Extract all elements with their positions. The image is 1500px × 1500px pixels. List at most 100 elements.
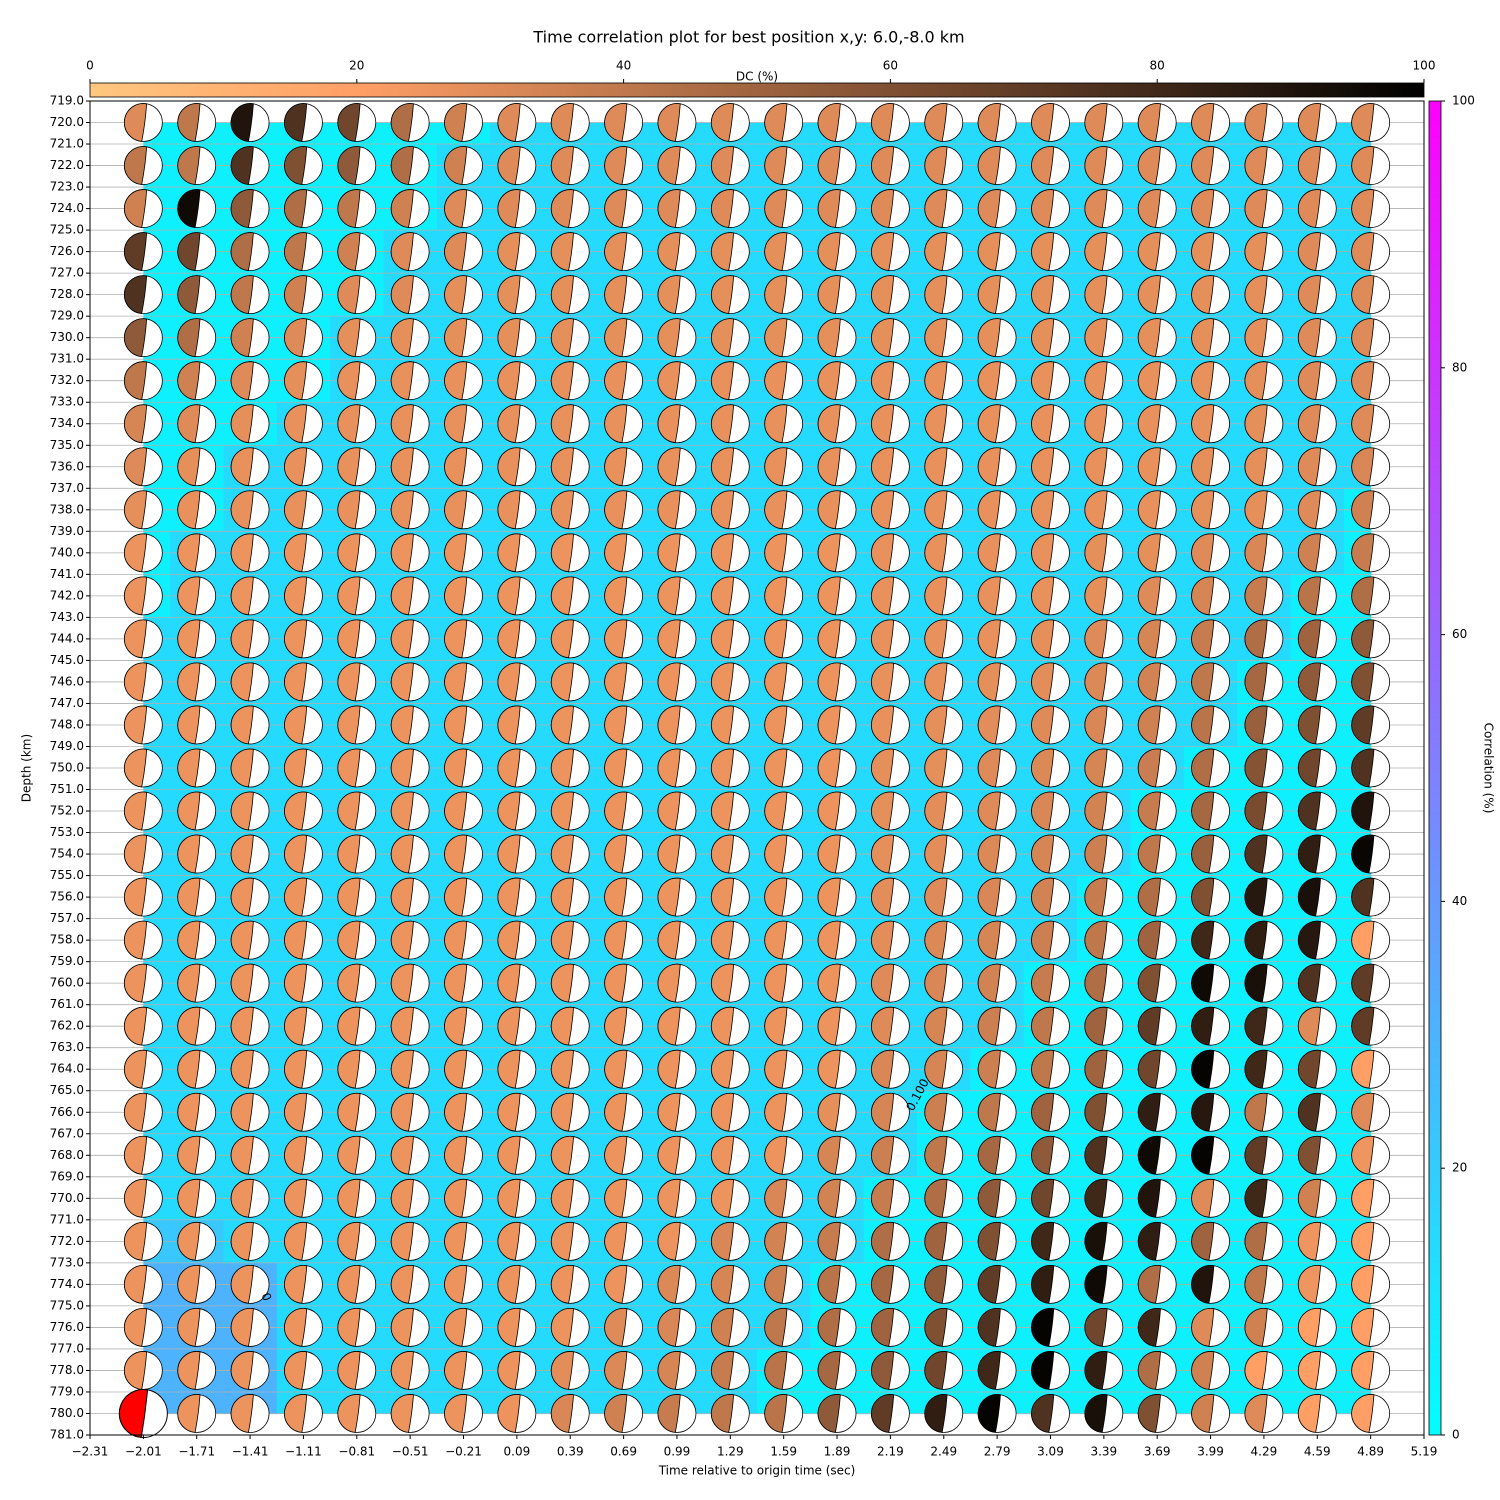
x-tick-label: 4.59 bbox=[1304, 1445, 1331, 1459]
beachball bbox=[604, 318, 628, 358]
beachball bbox=[444, 791, 468, 831]
beachball bbox=[657, 404, 681, 444]
beachball bbox=[817, 146, 841, 185]
beachball bbox=[817, 103, 841, 142]
y-tick-label: 739.0 bbox=[50, 524, 84, 538]
beachball bbox=[977, 490, 1001, 530]
beachball bbox=[1084, 834, 1108, 874]
beachball bbox=[390, 1264, 414, 1304]
beachball bbox=[977, 404, 1001, 444]
beachball bbox=[497, 920, 521, 960]
y-tick-label: 750.0 bbox=[50, 761, 84, 775]
beachball bbox=[550, 619, 574, 659]
beachball bbox=[123, 920, 148, 960]
y-tick-label: 722.0 bbox=[50, 158, 84, 172]
beachball bbox=[230, 146, 254, 185]
beachball bbox=[1244, 447, 1268, 487]
beachball bbox=[337, 404, 361, 444]
beachball bbox=[497, 1308, 521, 1347]
beachball bbox=[1191, 361, 1215, 401]
beachball bbox=[284, 791, 308, 831]
beachball bbox=[710, 920, 735, 960]
beachball bbox=[657, 877, 681, 917]
beachball bbox=[924, 103, 948, 142]
beachball bbox=[390, 1006, 414, 1046]
beachball bbox=[1137, 1049, 1161, 1089]
beachball bbox=[337, 275, 361, 315]
beachball bbox=[924, 963, 948, 1003]
x-tick-label: 1.89 bbox=[824, 1445, 851, 1459]
beachball bbox=[924, 1264, 948, 1304]
y-tick-label: 767.0 bbox=[50, 1126, 84, 1140]
beachball bbox=[123, 189, 148, 228]
beachball bbox=[550, 705, 574, 745]
beachball bbox=[497, 1178, 521, 1218]
beachball bbox=[977, 920, 1001, 960]
beachball bbox=[284, 318, 308, 358]
beachball bbox=[1297, 1264, 1322, 1304]
beachball bbox=[1031, 834, 1055, 874]
beachball bbox=[177, 791, 201, 831]
beachball bbox=[1084, 705, 1108, 745]
beachball bbox=[871, 404, 895, 444]
beachball bbox=[337, 963, 361, 1003]
beachball bbox=[1244, 662, 1268, 702]
beachball bbox=[230, 834, 254, 874]
beachball bbox=[924, 490, 948, 530]
beachball bbox=[1031, 619, 1055, 659]
y-tick-label: 720.0 bbox=[50, 115, 84, 129]
beachball bbox=[1191, 1049, 1215, 1089]
beachball bbox=[1084, 791, 1108, 831]
beachball bbox=[284, 662, 308, 702]
beachball bbox=[337, 662, 361, 702]
beachball bbox=[977, 1308, 1001, 1347]
beachball bbox=[817, 318, 841, 358]
beachball bbox=[1297, 1394, 1322, 1433]
beachball bbox=[337, 1006, 361, 1046]
beachball bbox=[230, 404, 254, 444]
x-tick-label: 4.89 bbox=[1357, 1445, 1384, 1459]
beachball bbox=[1137, 791, 1161, 831]
y-tick-label: 752.0 bbox=[50, 804, 84, 818]
beachball bbox=[1244, 1006, 1268, 1046]
beachball bbox=[1351, 791, 1375, 831]
beachball bbox=[817, 361, 841, 401]
beachball bbox=[390, 748, 414, 788]
beachball bbox=[337, 1221, 361, 1261]
beachball bbox=[1351, 404, 1375, 444]
beachball bbox=[1084, 963, 1108, 1003]
beachball bbox=[604, 533, 628, 573]
beachball bbox=[604, 791, 628, 831]
beachball bbox=[764, 318, 788, 358]
beachball bbox=[1031, 1221, 1055, 1261]
beachball bbox=[230, 662, 254, 702]
beachball bbox=[177, 447, 201, 487]
beachball bbox=[177, 963, 201, 1003]
beachball bbox=[1191, 834, 1215, 874]
beachball bbox=[497, 490, 521, 530]
beachball bbox=[1297, 791, 1322, 831]
beachball bbox=[123, 103, 148, 142]
x-tick-label: −1.11 bbox=[285, 1445, 322, 1459]
beachball bbox=[817, 1351, 841, 1390]
beachball bbox=[284, 1092, 308, 1132]
beachball bbox=[657, 318, 681, 358]
beachball bbox=[1351, 189, 1375, 228]
beachball bbox=[924, 533, 948, 573]
beachball bbox=[497, 576, 521, 616]
beachball bbox=[764, 963, 788, 1003]
beachball bbox=[657, 920, 681, 960]
beachball bbox=[977, 1394, 1001, 1433]
beachball bbox=[1244, 533, 1268, 573]
beachball bbox=[1137, 877, 1161, 917]
beachball bbox=[924, 1394, 948, 1433]
beachball bbox=[710, 1264, 735, 1304]
dc-tick-label: 40 bbox=[616, 59, 631, 73]
beachball bbox=[1351, 1264, 1375, 1304]
beachball bbox=[764, 1264, 788, 1304]
x-tick-label: 0.39 bbox=[557, 1445, 584, 1459]
beachball bbox=[230, 232, 254, 271]
beachball bbox=[1351, 834, 1375, 874]
beachball bbox=[1297, 490, 1322, 530]
x-tick-label: −1.71 bbox=[178, 1445, 215, 1459]
